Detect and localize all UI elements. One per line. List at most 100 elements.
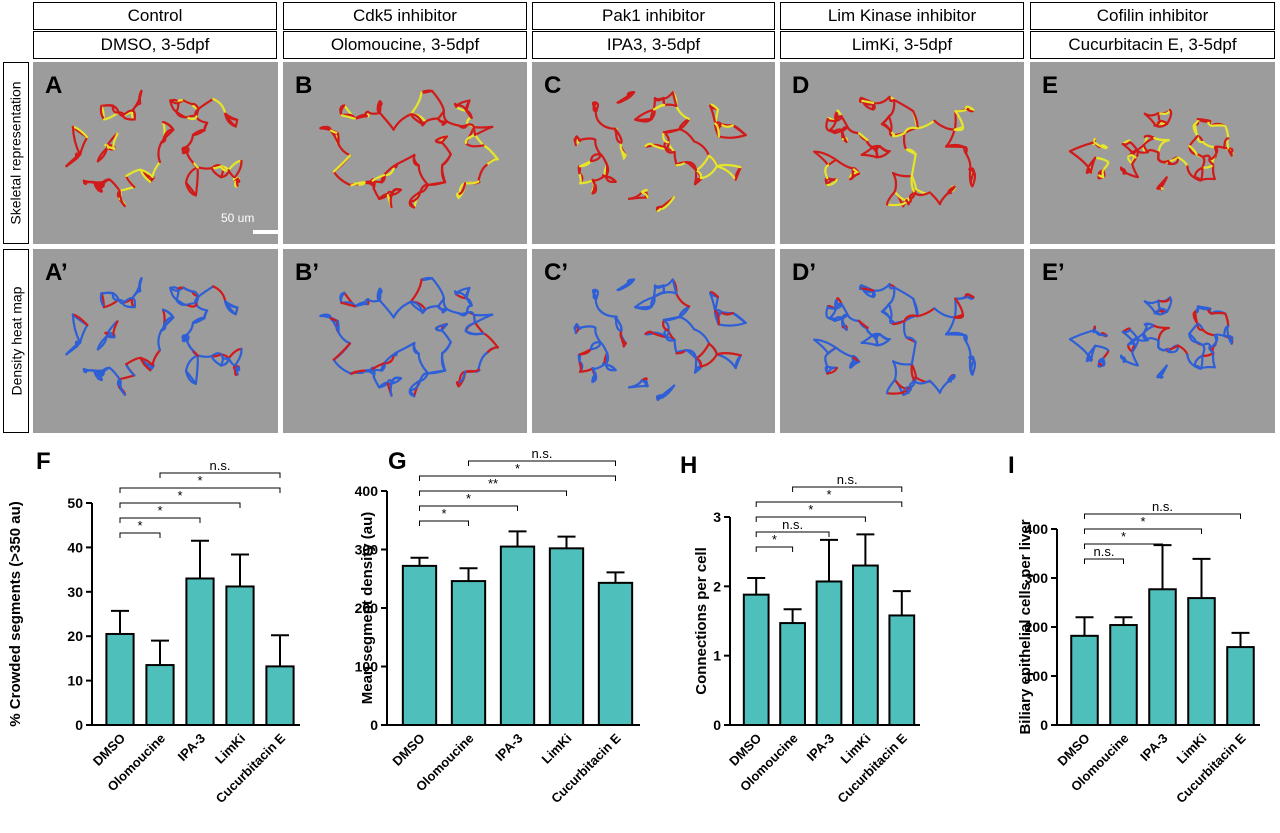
network-segment <box>598 309 617 318</box>
significance-label: n.s. <box>1094 544 1115 559</box>
network-segment <box>1166 296 1173 313</box>
network-segment <box>392 113 412 131</box>
network-segment <box>964 152 972 172</box>
network-segment <box>671 91 678 108</box>
network-segment <box>336 320 340 333</box>
network-segment <box>441 341 452 355</box>
network-segment <box>872 283 891 292</box>
network-segment <box>717 133 747 139</box>
network-segment <box>1176 156 1189 168</box>
network-segment <box>378 100 382 115</box>
significance-label: * <box>1121 529 1126 544</box>
network-segment <box>431 277 446 300</box>
network-segment <box>880 122 892 133</box>
network-segment <box>431 89 446 112</box>
bar <box>1070 634 1099 727</box>
network-segment <box>1121 142 1134 155</box>
network-segment <box>893 378 908 390</box>
bar <box>499 545 536 726</box>
network-segment <box>196 166 214 170</box>
network-segment <box>1157 157 1170 164</box>
network-segment <box>1166 108 1173 125</box>
y-tick-label: 0 <box>75 717 83 733</box>
network-segment <box>366 110 381 115</box>
significance-label: * <box>177 488 182 503</box>
network-segment <box>125 356 142 366</box>
network-segment <box>906 197 912 205</box>
network-segment <box>616 91 636 104</box>
condition-label: LimKi, 3-5dpf <box>851 35 953 54</box>
network-segment <box>1201 140 1217 149</box>
network-segment <box>1101 357 1105 367</box>
network-segment <box>332 154 352 173</box>
significance-bracket <box>419 520 469 526</box>
network-segment <box>1093 141 1108 149</box>
network-segment <box>378 111 395 131</box>
panel-D: D <box>780 62 1024 244</box>
scale-bar <box>253 230 278 234</box>
network-segment <box>465 99 471 112</box>
network-segment <box>880 310 892 321</box>
network-segment <box>337 142 352 157</box>
condition-label: DMSO, 3-5dpf <box>100 35 210 54</box>
network-segment <box>589 341 602 351</box>
network-segment <box>65 153 82 168</box>
bar <box>1187 597 1216 726</box>
network-segment <box>1146 336 1160 342</box>
network-segment <box>578 172 582 185</box>
row-label-text: Skeletal representation <box>8 81 25 225</box>
bar <box>265 665 295 726</box>
network-segment <box>715 353 737 370</box>
network-segment <box>860 334 874 344</box>
network-segment <box>1086 357 1092 361</box>
bar <box>815 580 843 726</box>
network-segment <box>372 187 381 200</box>
network-segment <box>233 347 243 367</box>
network-segment <box>948 185 956 193</box>
network-segment <box>953 297 957 319</box>
network-segment <box>465 297 473 307</box>
network-segment <box>1128 141 1139 151</box>
network-segment <box>386 188 403 197</box>
network-segment <box>184 166 199 184</box>
network-segment <box>954 297 965 316</box>
network-segment <box>614 315 623 332</box>
bar <box>105 632 135 726</box>
panel-label: C’ <box>544 259 568 286</box>
network-segment <box>125 363 136 377</box>
bar <box>1109 624 1138 726</box>
network-segment <box>693 169 698 186</box>
significance-label: n.s. <box>532 446 553 461</box>
significance-bracket <box>755 516 866 522</box>
network-segment <box>1127 343 1134 354</box>
network-segment <box>184 321 195 337</box>
network-segment <box>891 132 906 138</box>
network-segment <box>1157 373 1162 379</box>
network-segment <box>464 321 477 333</box>
network-segment <box>715 163 742 169</box>
network-segment <box>887 98 896 118</box>
network-segment <box>916 307 936 318</box>
network-segment <box>953 109 957 131</box>
network-segment <box>616 278 636 292</box>
network-segment <box>619 329 627 345</box>
network-segment <box>191 316 206 324</box>
network-segment <box>417 352 430 375</box>
panel-label: C <box>544 72 562 99</box>
network-segment <box>627 196 649 200</box>
network-segment <box>194 166 199 197</box>
network-segment <box>1146 148 1160 154</box>
y-tick-label: 100 <box>355 659 379 675</box>
network-segment <box>118 374 136 381</box>
density-heatmap <box>1068 296 1234 379</box>
network-segment <box>662 278 674 287</box>
network-segment <box>1188 144 1198 156</box>
network-segment <box>834 158 854 170</box>
network-segment <box>111 292 120 302</box>
network-segment <box>157 329 163 352</box>
x-tick-label: LimKi <box>212 731 248 767</box>
network-segment <box>577 325 597 330</box>
bar <box>888 614 916 727</box>
network-segment <box>699 353 719 368</box>
x-tick-label: Cucurbitacin E <box>213 730 289 806</box>
